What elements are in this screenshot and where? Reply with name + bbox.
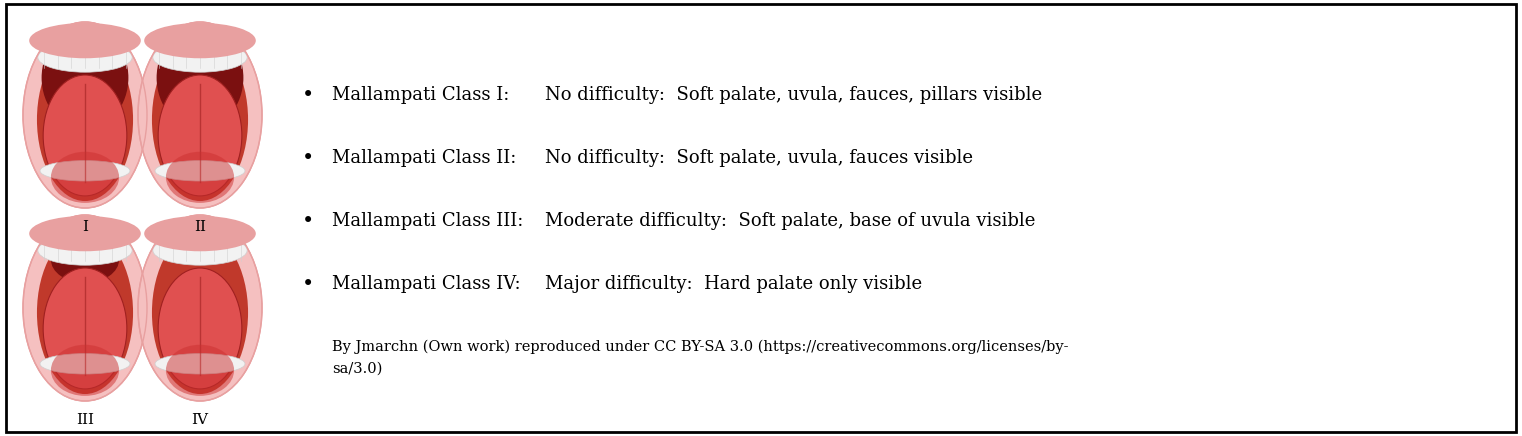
Text: Mallampati Class IV:: Mallampati Class IV: (332, 275, 521, 293)
Ellipse shape (139, 22, 262, 208)
Text: •: • (301, 274, 314, 294)
Ellipse shape (38, 235, 132, 265)
Ellipse shape (50, 236, 119, 283)
Ellipse shape (152, 38, 248, 201)
Ellipse shape (152, 231, 248, 394)
Ellipse shape (37, 38, 132, 201)
Ellipse shape (145, 23, 256, 58)
Ellipse shape (81, 93, 88, 112)
Ellipse shape (61, 33, 110, 52)
Ellipse shape (166, 152, 234, 203)
Text: Major difficulty:  Hard palate only visible: Major difficulty: Hard palate only visib… (545, 275, 922, 293)
Ellipse shape (155, 354, 245, 374)
Ellipse shape (67, 82, 75, 115)
Ellipse shape (38, 42, 132, 72)
Ellipse shape (23, 215, 148, 401)
Ellipse shape (37, 231, 132, 394)
Ellipse shape (158, 75, 242, 196)
Text: Moderate difficulty:  Soft palate, base of uvula visible: Moderate difficulty: Soft palate, base o… (545, 212, 1035, 230)
Ellipse shape (152, 235, 247, 265)
Text: II: II (193, 220, 205, 234)
Ellipse shape (155, 160, 245, 181)
Ellipse shape (43, 75, 126, 196)
Ellipse shape (29, 216, 142, 251)
Text: sa/3.0): sa/3.0) (332, 362, 382, 376)
Text: IV: IV (192, 413, 209, 427)
Ellipse shape (175, 226, 225, 245)
Text: •: • (301, 85, 314, 105)
Ellipse shape (175, 33, 225, 52)
Ellipse shape (158, 268, 242, 389)
Ellipse shape (50, 345, 119, 396)
Ellipse shape (157, 27, 244, 129)
Ellipse shape (145, 216, 256, 251)
Ellipse shape (94, 82, 102, 115)
Text: •: • (301, 148, 314, 168)
Ellipse shape (61, 226, 110, 245)
Text: By Jmarchn (Own work) reproduced under CC BY-SA 3.0 (https://creativecommons.org: By Jmarchn (Own work) reproduced under C… (332, 340, 1068, 354)
Ellipse shape (196, 77, 204, 97)
Text: No difficulty:  Soft palate, uvula, fauces, pillars visible: No difficulty: Soft palate, uvula, fauce… (545, 86, 1043, 104)
Ellipse shape (43, 268, 126, 389)
Ellipse shape (40, 160, 129, 181)
Text: III: III (76, 413, 94, 427)
Text: Mallampati Class III:: Mallampati Class III: (332, 212, 524, 230)
Ellipse shape (152, 42, 247, 72)
Ellipse shape (40, 354, 129, 374)
Text: Mallampati Class II:: Mallampati Class II: (332, 149, 516, 167)
Text: I: I (82, 220, 88, 234)
Ellipse shape (29, 23, 142, 58)
Ellipse shape (41, 27, 128, 129)
Ellipse shape (23, 22, 148, 208)
Ellipse shape (166, 345, 234, 396)
Text: No difficulty:  Soft palate, uvula, fauces visible: No difficulty: Soft palate, uvula, fauce… (545, 149, 973, 167)
Ellipse shape (50, 152, 119, 203)
Text: Mallampati Class I:: Mallampati Class I: (332, 86, 510, 104)
Ellipse shape (139, 215, 262, 401)
Text: •: • (301, 211, 314, 231)
